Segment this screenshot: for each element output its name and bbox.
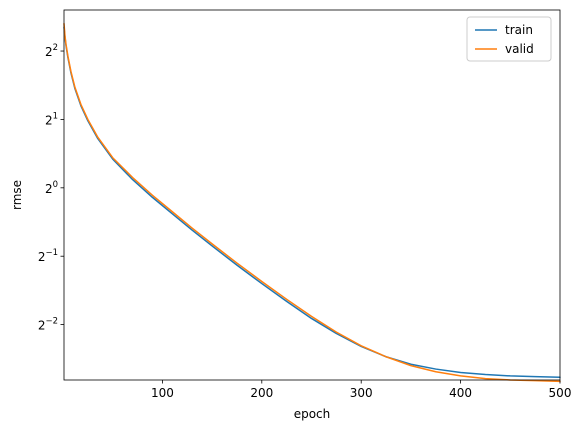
series-layer <box>63 22 561 383</box>
plot-frame <box>63 9 561 381</box>
x-tick-label: 300 <box>350 386 373 400</box>
x-tick-label: 500 <box>549 386 572 400</box>
legend-label-train: train <box>505 23 533 37</box>
y-tick-label: 22 <box>45 43 58 59</box>
y-tick-label: 20 <box>45 180 58 196</box>
plot-area <box>64 10 560 380</box>
legend: train valid <box>466 16 552 62</box>
x-tick-label: 200 <box>250 386 273 400</box>
legend-label-valid: valid <box>505 42 534 56</box>
series-line-valid <box>63 22 561 383</box>
y-tick-label: 2−1 <box>38 248 58 264</box>
y-tick-label: 2−2 <box>38 317 58 333</box>
x-tick-label: 400 <box>449 386 472 400</box>
y-axis-label: rmse <box>10 180 24 210</box>
x-tick-label: 100 <box>151 386 174 400</box>
ticks-layer: 100 200 300 400 500 22 21 20 2−1 2−2 <box>38 43 572 400</box>
y-tick-label: 21 <box>45 111 58 127</box>
legend-box <box>466 16 552 62</box>
x-axis-label: epoch <box>294 407 331 421</box>
